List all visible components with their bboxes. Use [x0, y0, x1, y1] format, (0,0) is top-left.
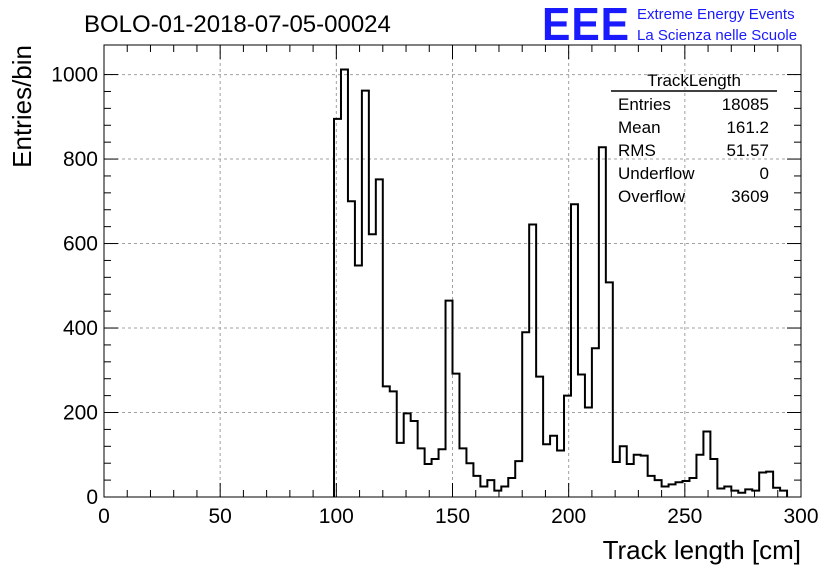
histogram-line	[333, 68, 789, 497]
x-tick-labels: 0 50 100 150 200 250 300	[98, 505, 818, 528]
y-tick-label: 0	[86, 486, 98, 509]
y-tick-label: 600	[63, 233, 98, 256]
stats-rows: Entries 18085 Mean 161.2 RMS 51.57 Underflow 0 O…	[618, 95, 769, 206]
axis-ticks	[103, 45, 802, 498]
x-tick-label: 50	[208, 505, 231, 528]
y-tick-label: 800	[63, 148, 98, 171]
x-tick-label: 0	[98, 505, 110, 528]
stats-row-label: Underflow	[618, 164, 695, 183]
stats-row-value: 0	[760, 164, 769, 183]
x-axis-label: Track length [cm]	[603, 535, 801, 565]
x-tick-label: 300	[783, 505, 818, 528]
stats-row-value: 161.2	[726, 118, 769, 137]
x-tick-label: 150	[435, 505, 470, 528]
run-title: BOLO-01-2018-07-05-00024	[84, 11, 391, 38]
org-name-line2: La Scienza nelle Scuole	[637, 27, 797, 44]
x-tick-label: 100	[319, 505, 354, 528]
x-tick-label: 250	[667, 505, 702, 528]
stats-row-value: 18085	[722, 95, 769, 114]
stats-row-label: Mean	[618, 118, 661, 137]
stats-box: TrackLength Entries 18085 Mean 161.2 RMS 51.5…	[611, 71, 777, 206]
stats-row-value: 51.57	[726, 141, 769, 160]
y-tick-labels: 0 200 400 600 800 1000	[51, 64, 98, 509]
stats-title: TrackLength	[647, 71, 741, 90]
y-axis-label: Entries/bin	[7, 45, 37, 168]
stats-row-label: Entries	[618, 95, 671, 114]
x-tick-label: 200	[551, 505, 586, 528]
y-tick-label: 1000	[51, 64, 98, 87]
stats-row-value: 3609	[731, 187, 769, 206]
stats-row-label: RMS	[618, 141, 656, 160]
y-tick-label: 200	[63, 402, 98, 425]
org-name-line1: Extreme Energy Events	[637, 6, 795, 23]
eee-logo: EEE	[542, 0, 630, 50]
stats-row-label: Overflow	[618, 187, 686, 206]
y-tick-label: 400	[63, 317, 98, 340]
